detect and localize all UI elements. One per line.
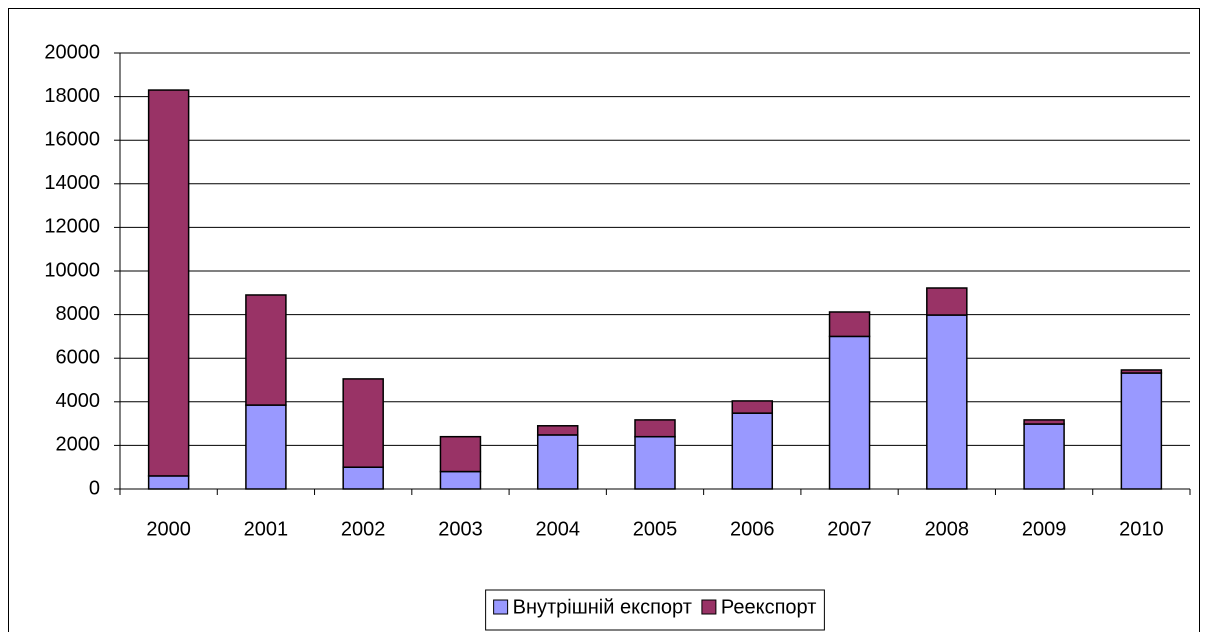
y-tick-label: 16000 bbox=[44, 128, 100, 150]
bar bbox=[731, 400, 774, 414]
x-tick-label: 2010 bbox=[1119, 518, 1164, 540]
bar bbox=[439, 435, 482, 473]
bar bbox=[828, 335, 871, 490]
legend-swatch bbox=[493, 599, 509, 615]
y-tick-label: 18000 bbox=[44, 85, 100, 107]
y-tick-label: 2000 bbox=[56, 434, 101, 456]
bar bbox=[731, 412, 774, 490]
bar bbox=[342, 466, 384, 490]
x-tick-label: 2001 bbox=[244, 518, 289, 540]
y-tick-label: 6000 bbox=[56, 346, 101, 368]
bar bbox=[147, 89, 190, 477]
bar bbox=[926, 314, 968, 490]
bar bbox=[245, 404, 287, 490]
x-tick-label: 2006 bbox=[730, 518, 775, 540]
x-tick-label: 2009 bbox=[1022, 518, 1067, 540]
x-tick-label: 2000 bbox=[146, 518, 191, 540]
bar bbox=[342, 378, 384, 468]
bar bbox=[634, 419, 676, 438]
bar bbox=[536, 434, 579, 490]
bar bbox=[536, 425, 579, 436]
x-tick-label: 2008 bbox=[925, 518, 970, 540]
y-tick-label: 14000 bbox=[44, 172, 100, 194]
y-tick-label: 20000 bbox=[44, 41, 100, 63]
legend-label: Реекспорт bbox=[721, 596, 816, 618]
x-tick-label: 2004 bbox=[535, 518, 580, 540]
x-tick-label: 2007 bbox=[827, 518, 872, 540]
y-tick-label: 8000 bbox=[56, 303, 101, 325]
legend: Внутрішній експорт Реекспорт bbox=[485, 589, 825, 631]
legend-swatch bbox=[701, 599, 717, 615]
bar bbox=[1023, 423, 1065, 490]
bar bbox=[926, 287, 968, 316]
x-tick-label: 2003 bbox=[438, 518, 483, 540]
x-tick-label: 2005 bbox=[633, 518, 678, 540]
bar bbox=[245, 294, 287, 406]
bar bbox=[1120, 369, 1163, 374]
legend-label: Внутрішній експорт bbox=[513, 596, 692, 618]
bar bbox=[439, 470, 482, 490]
x-tick-label: 2002 bbox=[341, 518, 386, 540]
bar bbox=[1120, 372, 1163, 490]
bar bbox=[147, 475, 190, 490]
bar bbox=[634, 435, 676, 490]
y-tick-label: 0 bbox=[89, 477, 100, 499]
chart-frame bbox=[8, 8, 1200, 632]
y-tick-label: 10000 bbox=[44, 259, 100, 281]
bar bbox=[828, 311, 871, 338]
bar bbox=[1023, 419, 1065, 425]
y-tick-label: 12000 bbox=[44, 216, 100, 238]
legend-box bbox=[485, 589, 825, 631]
y-tick-label: 4000 bbox=[56, 390, 101, 412]
